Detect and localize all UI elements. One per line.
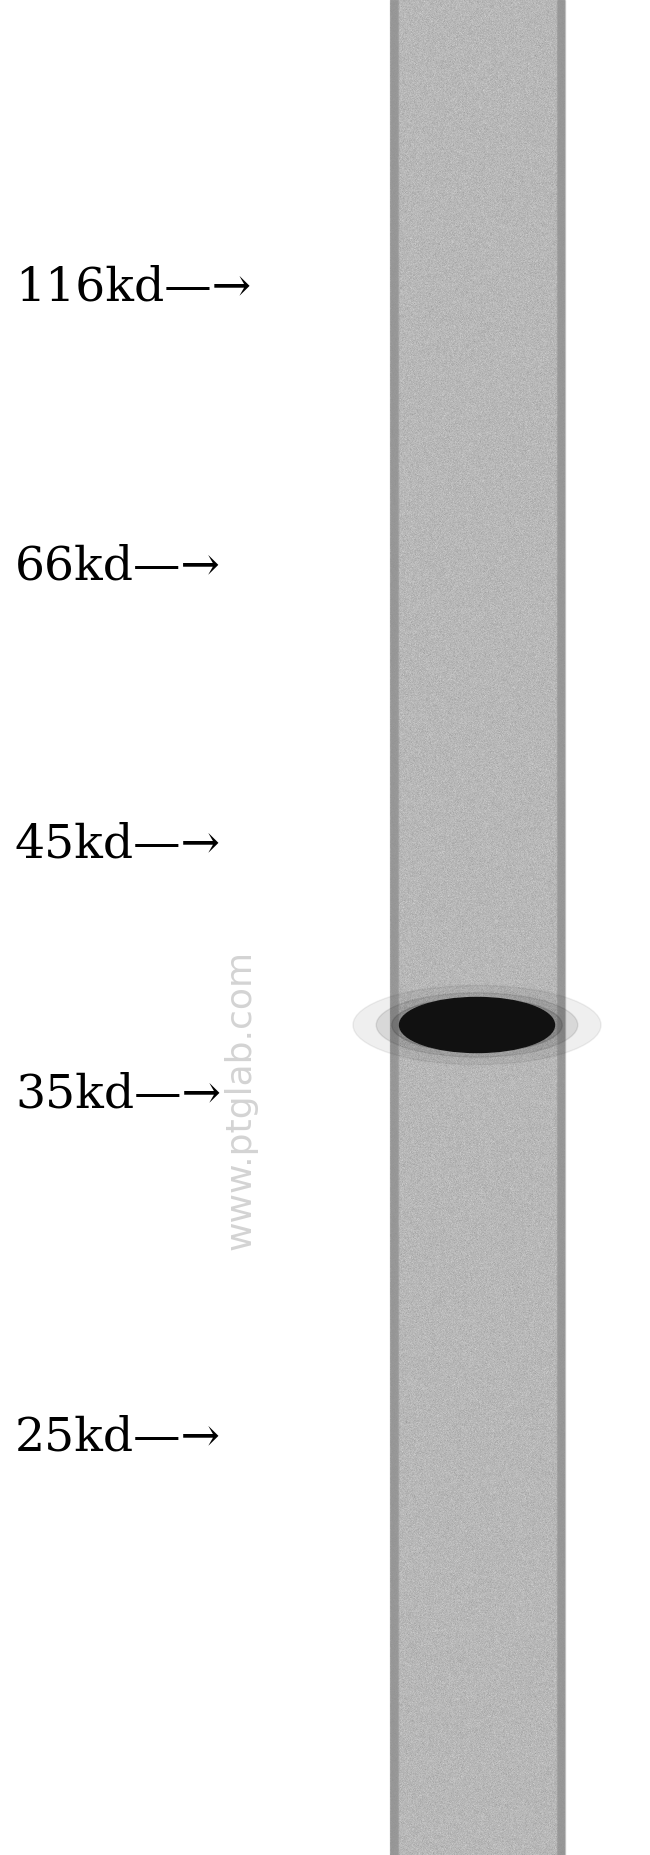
Text: www.ptglab.com: www.ptglab.com	[223, 950, 257, 1250]
Ellipse shape	[353, 985, 601, 1065]
Text: 45kd—→: 45kd—→	[15, 822, 221, 868]
Bar	[564, 0, 565, 1855]
Text: 25kd—→: 25kd—→	[15, 1415, 221, 1460]
Bar	[391, 0, 392, 1855]
Text: 116kd—→: 116kd—→	[15, 265, 252, 310]
Bar	[560, 0, 561, 1855]
Bar	[559, 0, 560, 1855]
Bar	[557, 0, 558, 1855]
Bar	[394, 0, 395, 1855]
Bar	[392, 0, 393, 1855]
Bar	[396, 0, 397, 1855]
Text: 35kd—→: 35kd—→	[15, 1072, 221, 1117]
Bar	[395, 0, 396, 1855]
Bar	[393, 0, 394, 1855]
Bar	[558, 0, 559, 1855]
Text: 66kd—→: 66kd—→	[15, 544, 221, 590]
Bar	[390, 0, 391, 1855]
Bar	[397, 0, 398, 1855]
Ellipse shape	[376, 992, 578, 1057]
Ellipse shape	[392, 998, 562, 1052]
Bar	[562, 0, 563, 1855]
Bar	[561, 0, 562, 1855]
Ellipse shape	[400, 998, 554, 1052]
Bar	[563, 0, 564, 1855]
